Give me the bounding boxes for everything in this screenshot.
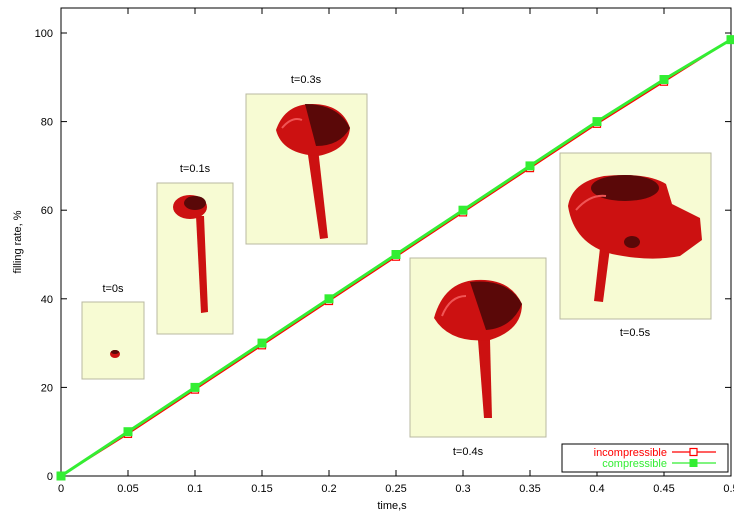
legend: incompressible compressible — [561, 443, 729, 473]
part-top-opening — [591, 175, 659, 201]
data-point-compressible — [190, 382, 200, 392]
part-render-t03 — [276, 104, 350, 239]
snapshot-panel: t=0.3s — [245, 74, 368, 245]
part-highlight — [575, 194, 607, 211]
x-tick-label: 0.2 — [321, 483, 336, 495]
data-point-compressible — [592, 117, 602, 127]
y-tick-label: 80 — [41, 117, 53, 129]
x-tick-label: 0.4 — [589, 483, 604, 495]
legend-label-incompressible: incompressible — [594, 447, 667, 459]
legend-label-compressible: compressible — [602, 458, 667, 470]
part-render-t05 — [568, 175, 702, 302]
data-point-compressible — [324, 294, 334, 304]
part-render-t04 — [434, 279, 522, 418]
part-stem — [196, 216, 208, 313]
data-point-compressible — [391, 250, 401, 259]
snapshot-label: t=0.5s — [620, 327, 651, 339]
part-top — [111, 350, 119, 354]
part-side-hole — [624, 236, 640, 248]
part-render-t01 — [173, 195, 208, 313]
x-tick-label: 0.45 — [653, 483, 674, 495]
snapshot-background — [81, 301, 145, 380]
part-highlight — [441, 295, 467, 317]
y-tick-label: 20 — [41, 382, 53, 394]
x-tick-label: 0.15 — [251, 483, 272, 495]
ticks-layer: 0 0.05 0.1 0.15 0.2 0.25 0.3 0.35 0.4 0.45 0.5 0 20 4… — [35, 8, 734, 495]
y-tick-label: 40 — [41, 294, 53, 306]
snapshot-panel: t=0.1s — [156, 163, 234, 335]
part-stem — [478, 340, 492, 418]
snapshot-label: t=0.3s — [291, 74, 322, 86]
x-tick-label: 0.25 — [385, 483, 406, 495]
data-point-compressible — [123, 427, 133, 437]
part-render-t0 — [110, 350, 120, 358]
part-cup-top — [184, 196, 206, 210]
x-tick-label: 0.35 — [519, 483, 540, 495]
x-tick-label: 0.5 — [723, 483, 734, 495]
part-cup-top — [305, 104, 350, 146]
y-axis-label: filling rate, % — [12, 210, 24, 273]
data-point-compressible — [659, 75, 669, 85]
series-layer — [56, 35, 734, 481]
data-point-compressible — [56, 471, 66, 481]
y-tick-label: 100 — [35, 28, 53, 40]
x-tick-label: 0.05 — [117, 483, 138, 495]
snapshot-label: t=0.4s — [453, 446, 484, 458]
data-point-compressible — [726, 35, 734, 45]
legend-marker-incompressible — [689, 447, 698, 457]
data-point-compressible — [257, 338, 267, 348]
snapshots-layer: t=0s t=0.1s t=0.3s t=0.4s t=0.5s — [81, 74, 712, 458]
part-cup-top — [470, 281, 522, 330]
data-point-compressible — [458, 205, 468, 215]
x-axis-label: time,s — [377, 500, 407, 512]
legend-box — [561, 443, 729, 473]
y-tick-label: 0 — [47, 471, 53, 483]
part-stem — [307, 148, 328, 239]
legend-marker-compressible — [689, 459, 698, 467]
snapshot-label: t=0.1s — [180, 163, 211, 175]
part-stem — [594, 248, 610, 302]
x-tick-label: 0 — [58, 483, 64, 495]
y-tick-label: 60 — [41, 205, 53, 217]
data-point-compressible — [525, 161, 535, 171]
snapshot-panel: t=0s — [81, 283, 145, 380]
x-tick-label: 0.3 — [455, 483, 470, 495]
x-tick-label: 0.1 — [187, 483, 202, 495]
snapshot-label: t=0s — [102, 283, 124, 295]
part-highlight — [281, 118, 303, 129]
